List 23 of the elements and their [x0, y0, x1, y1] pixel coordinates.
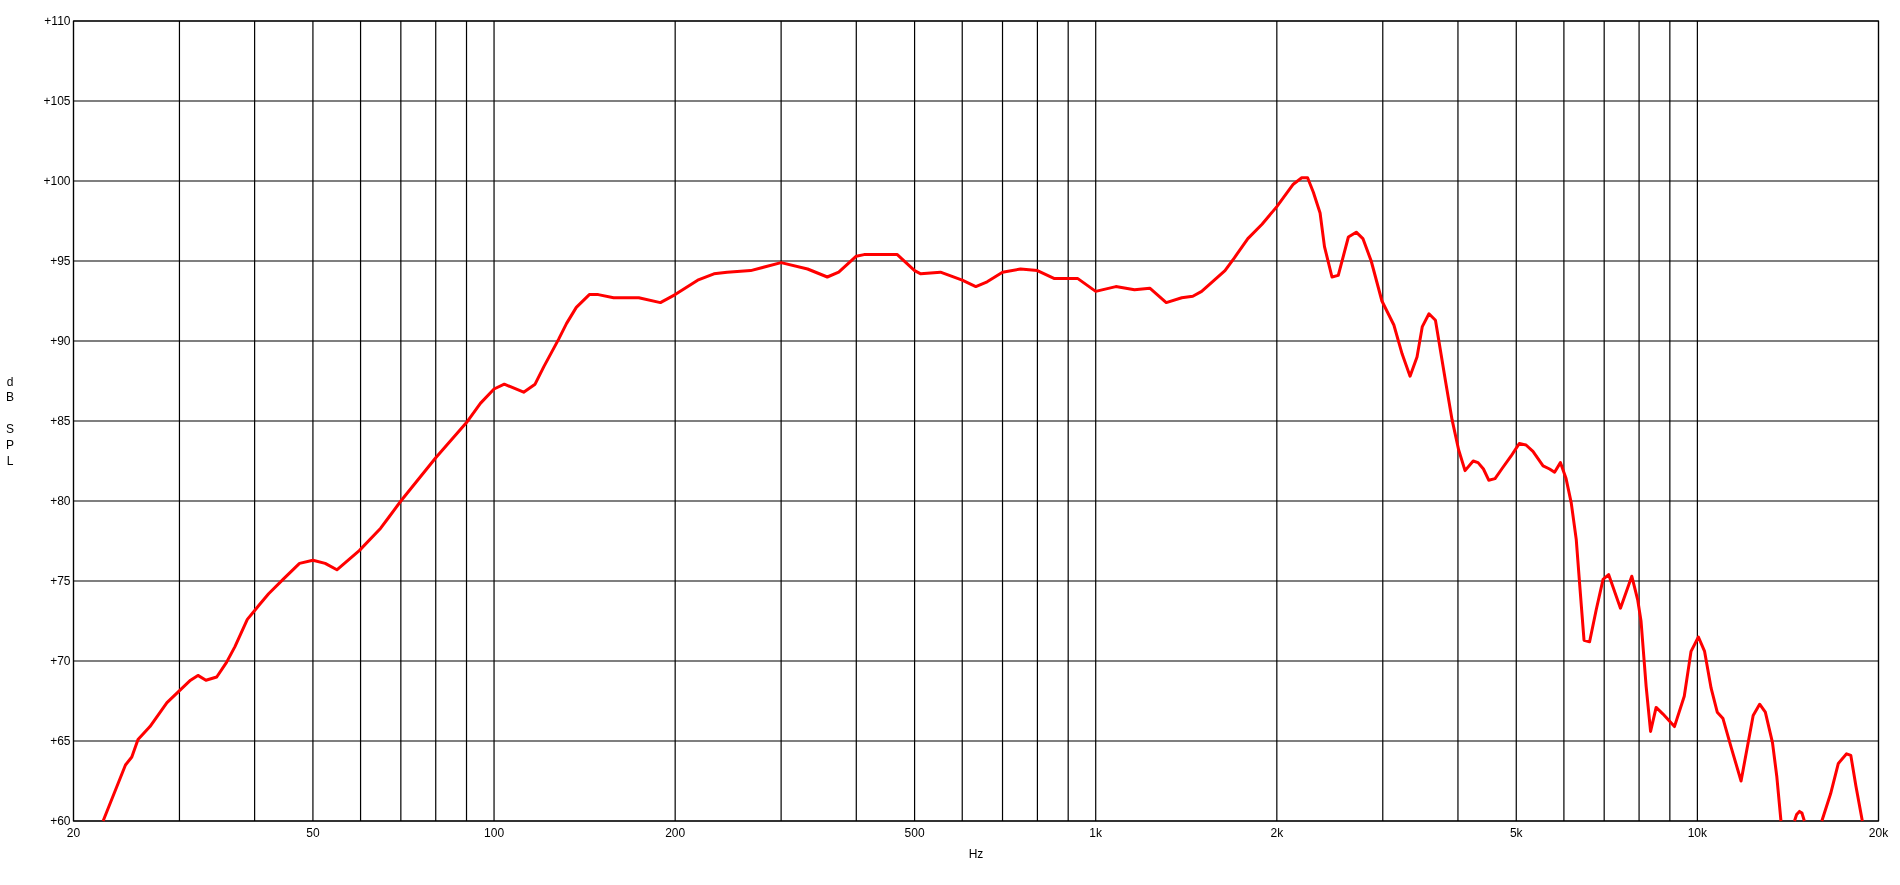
y-tick-label: +65	[50, 734, 71, 749]
y-tick-label: +70	[50, 654, 71, 669]
y-tick-label: +85	[50, 414, 71, 429]
x-tick-label: 500	[904, 826, 925, 840]
x-tick-label: 100	[484, 826, 505, 840]
y-tick-label: +90	[50, 334, 71, 349]
x-tick-label: 20k	[1868, 826, 1890, 840]
x-tick-label: 200	[665, 826, 686, 840]
y-tick-label: +80	[50, 494, 71, 509]
y-tick-label: +110	[44, 14, 71, 29]
y-tick-label: +95	[50, 254, 71, 269]
y-tick-label: +100	[43, 174, 71, 189]
y-tick-label: +75	[50, 574, 71, 589]
x-tick-label: 50	[306, 826, 320, 840]
x-tick-label: 2k	[1270, 826, 1285, 840]
x-axis-title: Hz	[968, 847, 984, 861]
x-tick-label: 1k	[1089, 826, 1104, 840]
x-tick-label: 5k	[1509, 826, 1524, 840]
x-tick-label: 10k	[1687, 826, 1709, 840]
y-tick-label: +60	[50, 814, 71, 829]
y-tick-label: +105	[43, 94, 71, 109]
x-tick-label: 20	[66, 826, 81, 840]
text: dB SPL	[5, 374, 15, 468]
